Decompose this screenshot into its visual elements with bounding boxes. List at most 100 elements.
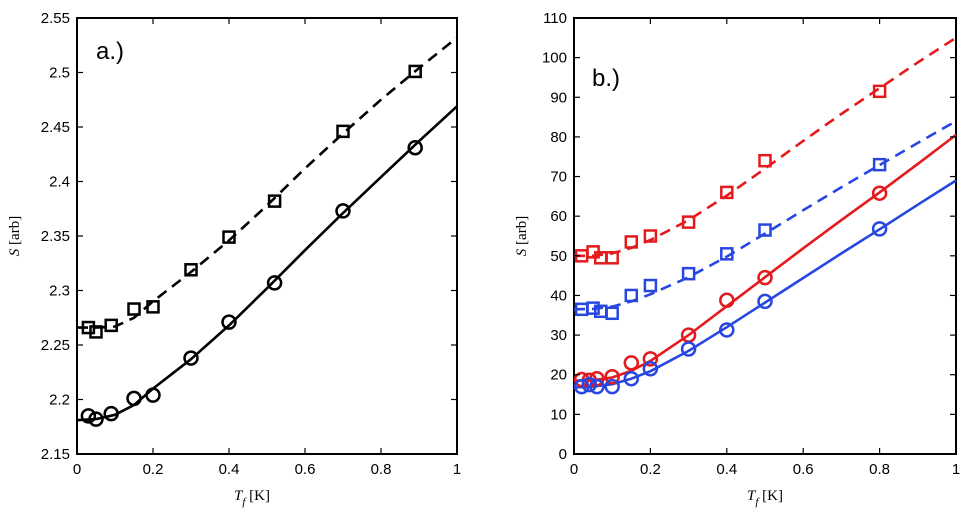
x-ticks-a: 0 0.2 0.4 0.6 0.8 1 bbox=[73, 18, 461, 478]
data-point-circle bbox=[407, 139, 423, 156]
data-point-square bbox=[267, 194, 282, 208]
y-tick-label: 50 bbox=[550, 248, 567, 265]
y-tick-label: 20 bbox=[550, 367, 567, 384]
x-axis-unit-b: [K] bbox=[758, 488, 783, 504]
y-tick-label: 2.25 bbox=[41, 337, 70, 354]
fit-line-circles bbox=[76, 105, 458, 422]
x-tick-label: 0.6 bbox=[295, 461, 316, 478]
data-point-circle bbox=[642, 361, 659, 377]
x-axis-subscript-a: f bbox=[242, 496, 247, 508]
x-tick-label: 0.2 bbox=[143, 461, 164, 478]
panel-a: 0 0.2 0.4 0.6 0.8 1 2.15 2.2 2.25 2.3 2.35 2.4 2.45… bbox=[7, 10, 461, 508]
y-tick-label: 80 bbox=[550, 129, 567, 146]
x-tick-label: 0.8 bbox=[371, 461, 392, 478]
y-tick-label: 30 bbox=[550, 327, 567, 344]
y-tick-label: 2.35 bbox=[41, 228, 70, 245]
data-point-square bbox=[146, 300, 160, 314]
y-tick-label: 100 bbox=[542, 50, 567, 67]
y-tick-label: 2.45 bbox=[41, 119, 70, 136]
data-point-circle bbox=[581, 376, 598, 393]
data-point-square bbox=[408, 64, 422, 79]
y-tick-label: 60 bbox=[550, 208, 567, 225]
data-point-circle bbox=[871, 221, 888, 237]
data-point-circle bbox=[623, 370, 640, 387]
data-point-square bbox=[605, 306, 619, 321]
data-point-square bbox=[681, 266, 696, 281]
data-point-square bbox=[872, 84, 887, 99]
data-point-square bbox=[127, 302, 141, 316]
data-point-square bbox=[624, 288, 639, 303]
data-point-circle bbox=[642, 351, 659, 367]
y-tick-label: 2.15 bbox=[41, 446, 70, 463]
x-tick-label: 0 bbox=[73, 461, 81, 478]
data-point-circle bbox=[757, 269, 773, 286]
data-point-square bbox=[624, 235, 639, 249]
panel-b: 0 0.2 0.4 0.6 0.8 1 0 10 20 30 40 50 60 70 80 90 100 110… bbox=[514, 10, 960, 508]
y-ticks-b: 0 10 20 30 40 50 60 70 80 90 100 110 bbox=[542, 10, 956, 463]
data-point-circle bbox=[871, 185, 888, 201]
x-tick-label: 1 bbox=[952, 461, 960, 478]
data-point-circle bbox=[266, 275, 283, 291]
x-axis-label-a: Tf [K] bbox=[234, 488, 270, 508]
x-tick-label: 0 bbox=[570, 461, 578, 478]
data-point-square bbox=[643, 278, 658, 293]
y-axis-label-a: S [arb] bbox=[7, 216, 23, 256]
x-tick-label: 0.4 bbox=[716, 461, 737, 478]
panel-label-a: a.) bbox=[96, 38, 124, 65]
markers-b bbox=[573, 84, 888, 395]
y-tick-label: 2.5 bbox=[49, 65, 70, 82]
data-point-circle bbox=[183, 350, 199, 366]
x-axis-symbol-a: T bbox=[234, 488, 244, 504]
y-tick-label: 40 bbox=[550, 287, 567, 304]
y-tick-label: 2.4 bbox=[49, 174, 70, 191]
data-point-square bbox=[758, 223, 772, 237]
x-tick-label: 0.4 bbox=[219, 461, 240, 478]
data-point-circle bbox=[80, 408, 97, 424]
data-point-square bbox=[720, 247, 734, 261]
data-point-square bbox=[104, 318, 118, 333]
y-axis-unit-a: [arb] bbox=[7, 216, 23, 249]
data-point-square bbox=[222, 230, 236, 244]
data-point-circle bbox=[335, 203, 351, 219]
markers-a bbox=[80, 64, 423, 427]
data-point-circle bbox=[88, 411, 104, 427]
data-point-square bbox=[586, 301, 600, 315]
x-tick-label: 0.8 bbox=[869, 461, 890, 478]
x-tick-label: 0.6 bbox=[793, 461, 814, 478]
data-point-square bbox=[184, 263, 198, 277]
y-tick-label: 0 bbox=[559, 446, 567, 463]
x-axis-subscript-b: f bbox=[755, 496, 760, 508]
data-point-circle bbox=[680, 341, 697, 357]
data-point-circle bbox=[757, 293, 773, 310]
y-axis-symbol-b: S bbox=[514, 248, 530, 256]
data-point-circle bbox=[573, 378, 590, 395]
x-ticks-b: 0 0.2 0.4 0.6 0.8 1 bbox=[570, 18, 960, 478]
y-axis-symbol-a: S bbox=[7, 248, 23, 256]
data-point-circle bbox=[126, 390, 142, 407]
data-point-circle bbox=[589, 378, 605, 395]
data-point-square bbox=[605, 251, 619, 265]
data-point-square bbox=[872, 157, 887, 172]
panel-label-b: b.) bbox=[592, 65, 620, 92]
data-point-circle bbox=[719, 292, 735, 308]
data-point-circle bbox=[719, 322, 735, 338]
y-tick-label: 10 bbox=[550, 406, 567, 423]
data-point-square bbox=[720, 185, 734, 200]
x-axis-unit-a: [K] bbox=[245, 488, 270, 504]
data-point-square bbox=[758, 153, 772, 168]
x-tick-label: 1 bbox=[453, 461, 461, 478]
y-axis-label-b: S [arb] bbox=[514, 216, 530, 256]
y-tick-label: 110 bbox=[543, 10, 567, 27]
data-point-circle bbox=[145, 387, 161, 403]
fit-lines-a bbox=[76, 36, 458, 422]
data-point-square bbox=[89, 325, 103, 339]
y-tick-label: 2.2 bbox=[49, 392, 70, 409]
y-tick-label: 2.55 bbox=[41, 10, 70, 27]
y-tick-label: 70 bbox=[550, 169, 567, 186]
data-point-circle bbox=[604, 368, 620, 385]
y-axis-unit-b: [arb] bbox=[514, 216, 530, 249]
y-ticks-a: 2.15 2.2 2.25 2.3 2.35 2.4 2.45 2.5 2.55 bbox=[41, 10, 457, 463]
data-point-circle bbox=[221, 314, 237, 330]
x-tick-label: 0.2 bbox=[640, 461, 661, 478]
